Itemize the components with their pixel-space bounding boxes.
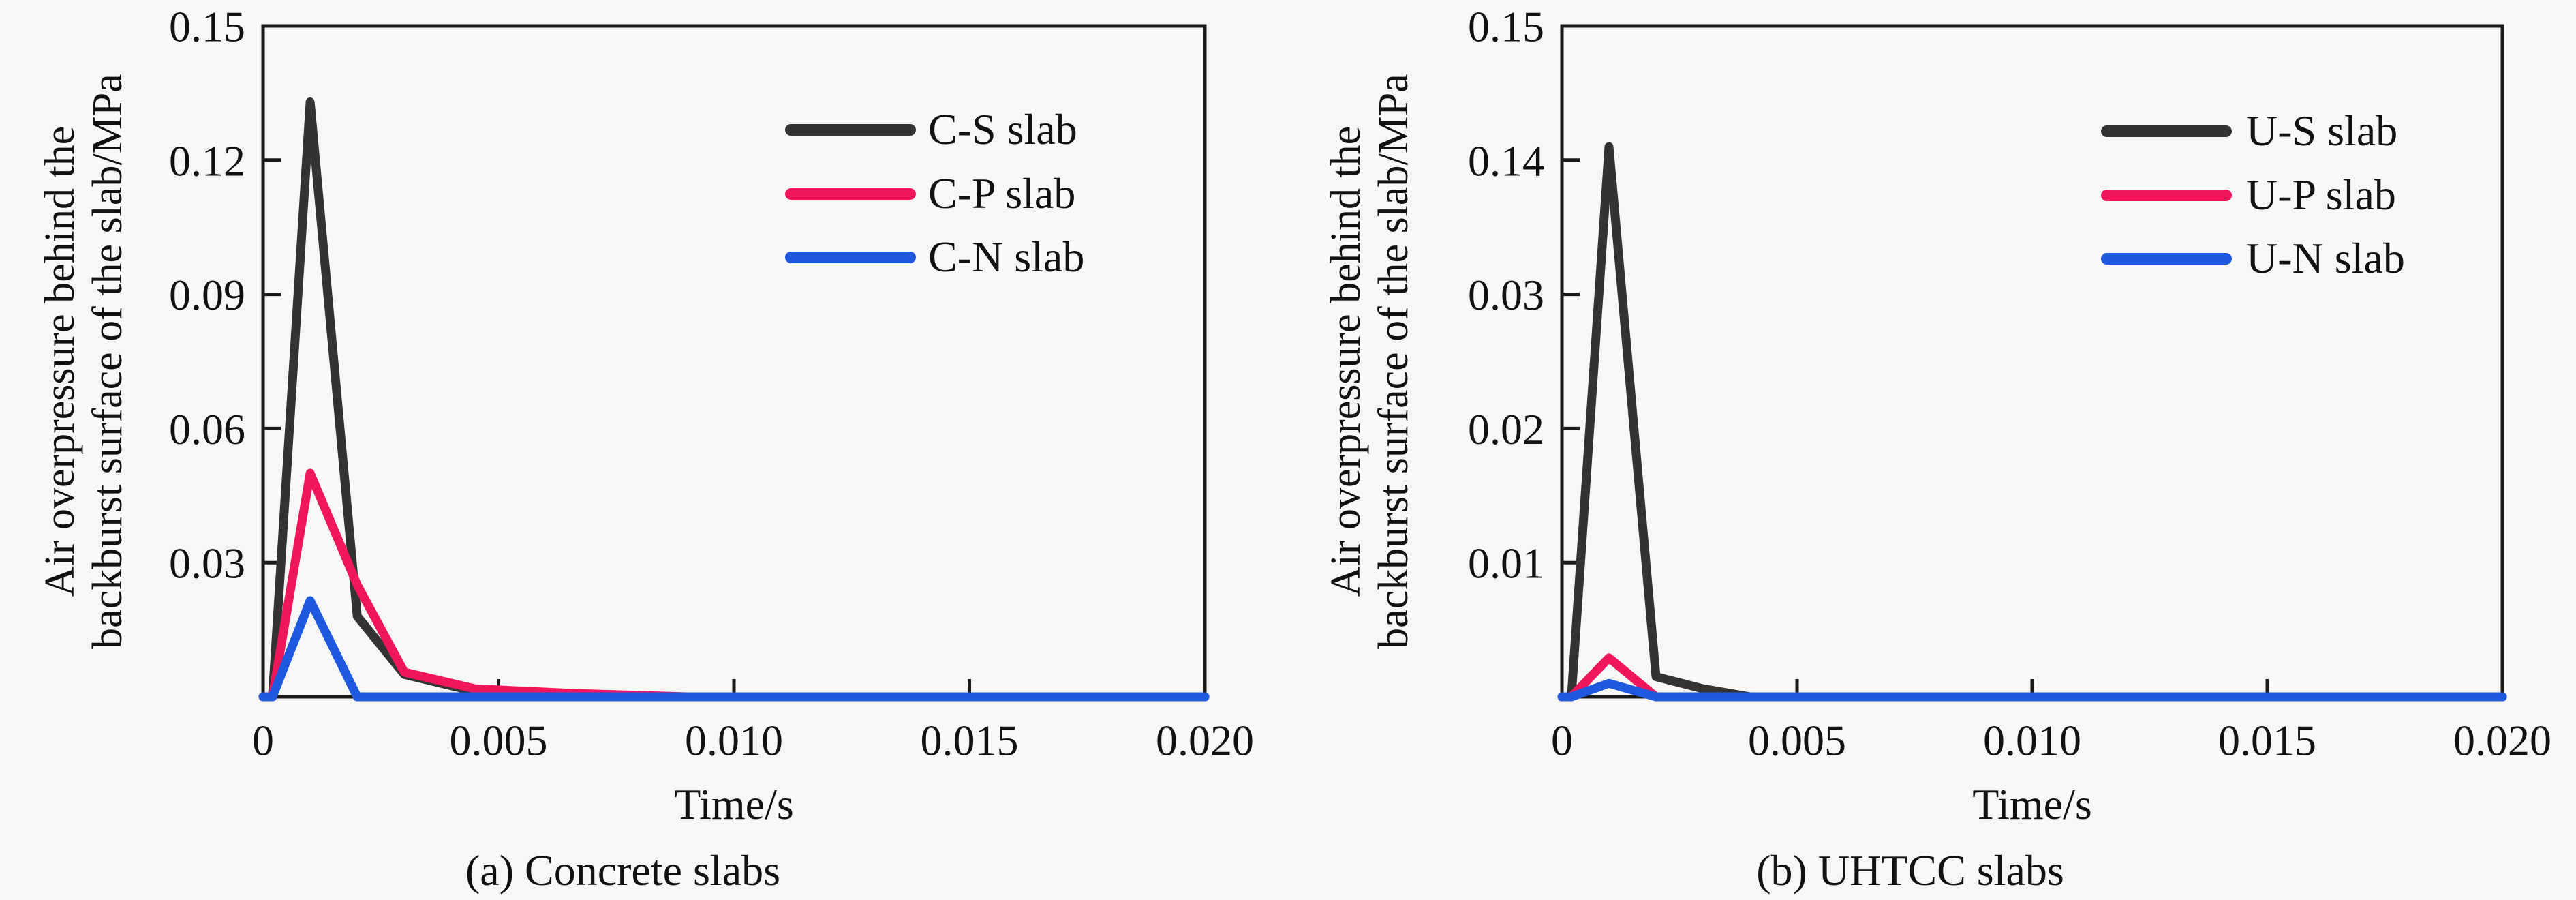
legend-line-cs bbox=[785, 123, 916, 136]
x-tick-label-a: 0.020 bbox=[1156, 717, 1254, 765]
legend-item-un: U-N slab bbox=[2101, 234, 2405, 283]
x-tick-label-a: 0.010 bbox=[685, 717, 783, 765]
y-tick-label-a: 0.15 bbox=[169, 3, 245, 51]
y-axis-label-line2-b: backburst surface of the slab/MPa bbox=[1370, 74, 1417, 649]
y-tick-label-a: 0.06 bbox=[169, 405, 245, 453]
x-tick-label-b: 0.005 bbox=[1748, 717, 1846, 765]
y-tick-label-b: 0.14 bbox=[1468, 136, 1544, 185]
x-tick-label-b: 0.015 bbox=[2218, 717, 2316, 765]
y-tick-label-b: 0.02 bbox=[1468, 405, 1544, 453]
x-tick-label-a: 0 bbox=[252, 717, 274, 765]
caption-b: (b) UHTCC slabs bbox=[1756, 846, 2064, 895]
legend-label-cn: C-N slab bbox=[928, 232, 1085, 281]
x-axis-label-a: Time/s bbox=[674, 780, 794, 828]
legend-item-us: U-S slab bbox=[2101, 106, 2397, 155]
x-tick-label-b: 0.010 bbox=[1983, 717, 2081, 765]
y-axis-label-line1-b: Air overpressure behind the bbox=[1323, 125, 1369, 597]
legend-item-up: U-P slab bbox=[2101, 170, 2396, 220]
legend-line-un bbox=[2101, 252, 2232, 265]
y-tick-label-a: 0.03 bbox=[169, 539, 245, 588]
y-tick-label-b: 0.15 bbox=[1468, 3, 1544, 51]
x-tick-label-a: 0.015 bbox=[921, 717, 1019, 765]
y-tick-label-b: 0.01 bbox=[1468, 539, 1544, 588]
legend-label-cp: C-P slab bbox=[928, 169, 1076, 217]
series-line-u-s-slab bbox=[1557, 142, 2507, 702]
x-tick-label-b: 0.020 bbox=[2453, 717, 2551, 765]
x-tick-label-b: 0 bbox=[1551, 717, 1573, 765]
x-axis-label-b: Time/s bbox=[1972, 780, 2092, 828]
legend-line-up bbox=[2101, 189, 2232, 201]
legend-line-us bbox=[2101, 125, 2232, 137]
series-line-c-p-slab bbox=[258, 468, 1210, 702]
x-tick-label-a: 0.005 bbox=[450, 717, 548, 765]
legend-item-cs: C-S slab bbox=[785, 105, 1077, 154]
legend-label-us: U-S slab bbox=[2246, 106, 2398, 155]
y-axis-label-line2-a: backburst surface of the slab/MPa bbox=[85, 74, 131, 649]
series-line-c-n-slab bbox=[258, 596, 1210, 702]
y-axis-label-line1-a: Air overpressure behind the bbox=[37, 125, 83, 597]
legend-label-un: U-N slab bbox=[2246, 234, 2405, 282]
legend-line-cn bbox=[785, 251, 916, 263]
legend-line-cp bbox=[785, 188, 916, 200]
legend-label-cs: C-S slab bbox=[928, 105, 1077, 153]
caption-a: (a) Concrete slabs bbox=[465, 846, 781, 895]
y-tick-label-b: 0.03 bbox=[1468, 271, 1544, 319]
y-tick-label-a: 0.12 bbox=[169, 136, 245, 185]
legend-label-up: U-P slab bbox=[2246, 170, 2396, 219]
series-line-u-n-slab bbox=[1557, 678, 2507, 702]
legend-item-cn: C-N slab bbox=[785, 232, 1084, 282]
y-tick-label-a: 0.09 bbox=[169, 271, 245, 319]
legend-item-cp: C-P slab bbox=[785, 169, 1075, 218]
